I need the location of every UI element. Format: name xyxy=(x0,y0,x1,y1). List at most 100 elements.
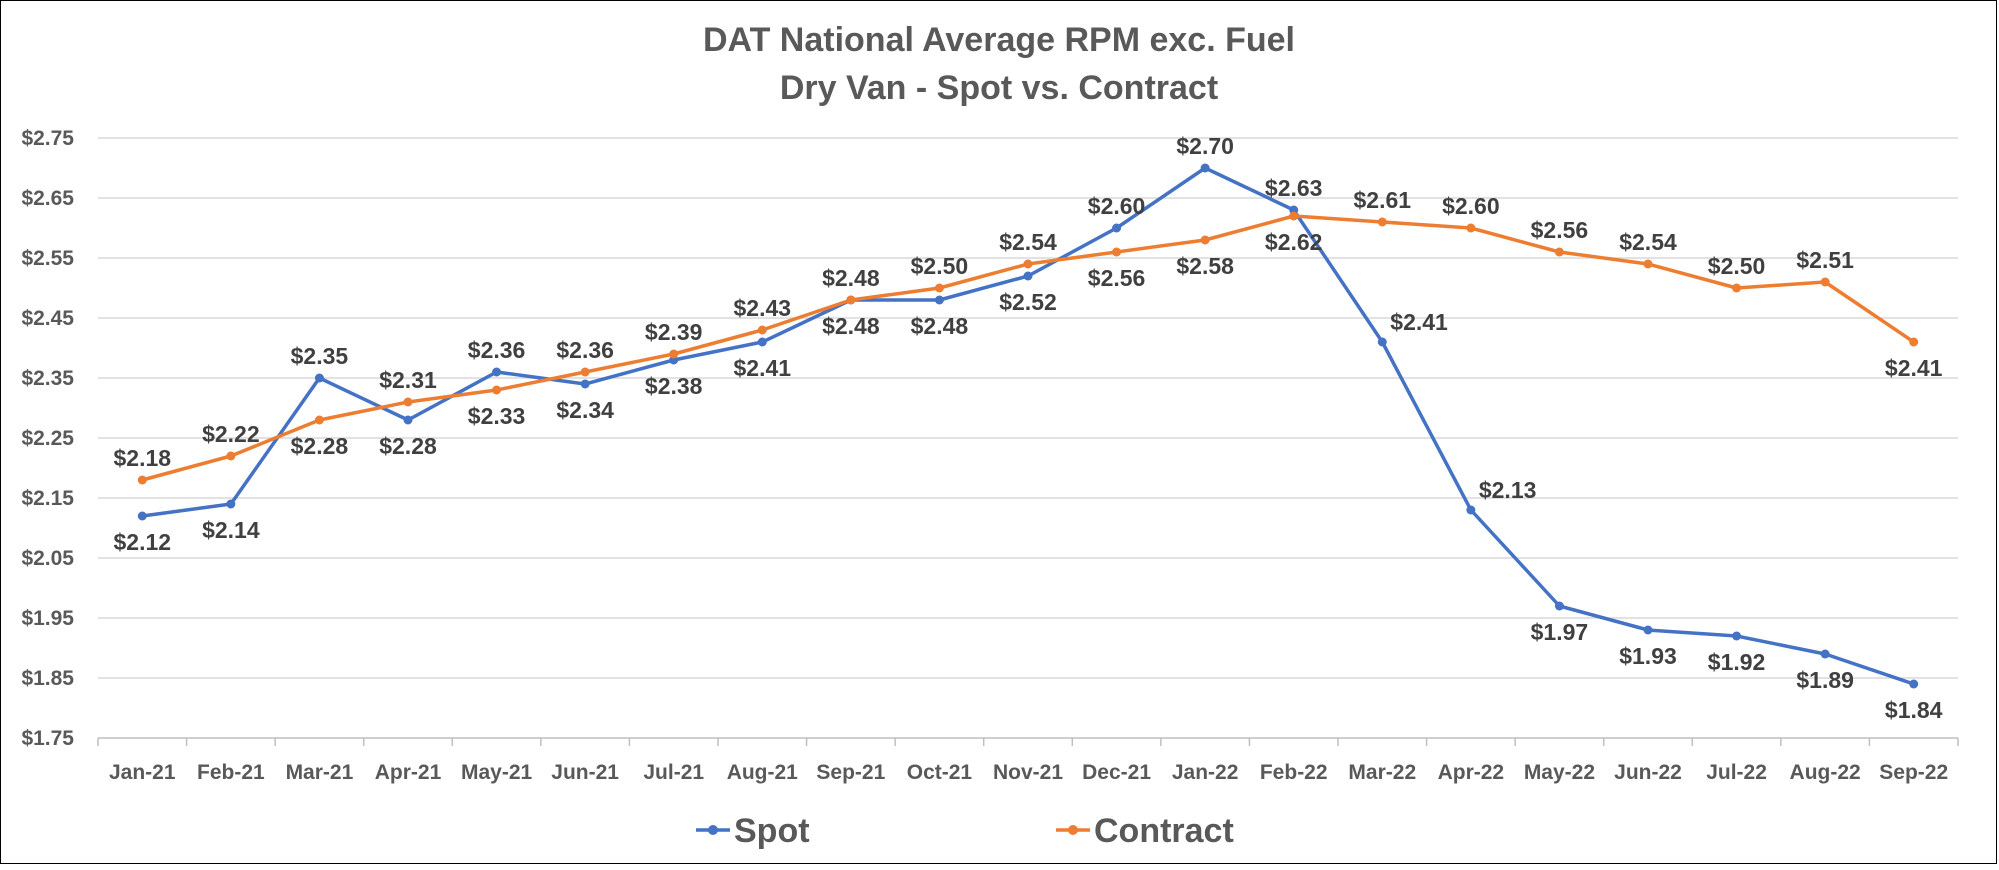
y-tick-label: $2.05 xyxy=(21,547,74,570)
data-point-spot xyxy=(1377,337,1387,347)
data-point-spot xyxy=(1023,271,1033,281)
x-tick-label: Jan-22 xyxy=(1172,761,1239,784)
data-label-contract: $2.48 xyxy=(822,265,880,291)
x-tick-label: May-21 xyxy=(461,761,533,784)
x-tick-label: May-22 xyxy=(1524,761,1595,784)
data-point-contract xyxy=(1289,211,1299,221)
x-tick-label: Jul-22 xyxy=(1706,761,1767,784)
data-point-spot xyxy=(1820,649,1830,659)
data-point-spot xyxy=(757,337,767,347)
data-label-spot: $2.36 xyxy=(468,337,526,363)
data-point-contract xyxy=(1466,223,1476,233)
x-tick-label: Nov-21 xyxy=(993,761,1063,784)
x-tick-label: Apr-22 xyxy=(1438,761,1505,784)
data-label-spot: $2.70 xyxy=(1176,133,1234,159)
data-point-contract xyxy=(1554,247,1564,257)
y-tick-label: $1.75 xyxy=(21,727,74,750)
y-tick-label: $2.45 xyxy=(21,307,74,330)
chart-title: DAT National Average RPM exc. Fuel xyxy=(703,21,1295,59)
data-label-spot: $2.41 xyxy=(734,355,792,381)
data-point-spot xyxy=(403,415,413,425)
y-tick-label: $2.75 xyxy=(21,127,74,150)
y-tick-label: $2.65 xyxy=(21,187,74,210)
x-tick-label: Mar-21 xyxy=(286,761,354,784)
x-tick-label: Aug-21 xyxy=(727,761,798,784)
data-label-contract: $2.51 xyxy=(1796,247,1854,273)
legend: Spot Contract xyxy=(696,812,1234,850)
data-label-spot: $2.14 xyxy=(202,517,260,543)
data-label-spot: $1.93 xyxy=(1619,643,1677,669)
data-point-contract xyxy=(226,451,236,461)
data-label-contract: $2.60 xyxy=(1442,193,1500,219)
data-point-spot xyxy=(1643,625,1653,635)
data-point-contract xyxy=(580,367,590,377)
data-point-spot xyxy=(492,367,502,377)
data-point-contract xyxy=(1377,217,1387,227)
data-label-spot: $2.34 xyxy=(556,397,614,423)
data-point-spot xyxy=(1909,679,1919,689)
x-axis: Jan-21 Feb-21 Mar-21 Apr-21 May-21 Jun-21 Jul-… xyxy=(97,737,1959,784)
data-label-contract: $2.54 xyxy=(1619,229,1677,255)
data-label-spot: $2.52 xyxy=(999,289,1057,315)
data-label-contract: $2.33 xyxy=(468,403,526,429)
data-point-contract xyxy=(1909,337,1919,347)
data-labels: $2.12 $2.14 $2.35 $2.28 $2.36 $2.34 $2.38 $2.41… xyxy=(114,133,1943,723)
x-tick-label: Dec-21 xyxy=(1082,761,1151,784)
x-tick-label: Oct-21 xyxy=(907,761,973,784)
data-label-contract: $2.50 xyxy=(1708,253,1766,279)
data-point-spot xyxy=(1554,601,1564,611)
data-label-spot: $2.38 xyxy=(645,373,703,399)
data-point-contract xyxy=(492,385,502,395)
data-label-spot: $2.12 xyxy=(114,529,172,555)
data-label-contract: $2.58 xyxy=(1176,253,1234,279)
data-point-contract xyxy=(1112,247,1122,257)
data-point-contract xyxy=(1820,277,1830,287)
data-label-contract: $2.18 xyxy=(114,445,172,471)
x-tick-label: Sep-21 xyxy=(816,761,885,784)
y-tick-label: $1.85 xyxy=(21,667,74,690)
data-point-contract xyxy=(1200,235,1210,245)
data-point-spot xyxy=(1200,163,1210,173)
data-point-contract xyxy=(934,283,944,293)
data-label-contract: $2.56 xyxy=(1531,217,1589,243)
data-point-spot xyxy=(137,511,147,521)
data-label-spot: $2.41 xyxy=(1390,309,1448,335)
data-label-spot: $1.92 xyxy=(1708,649,1766,675)
data-point-contract xyxy=(1023,259,1033,269)
data-label-contract: $2.39 xyxy=(645,319,703,345)
data-label-spot: $2.13 xyxy=(1479,477,1537,503)
data-label-spot: $1.97 xyxy=(1531,619,1589,645)
data-point-spot xyxy=(226,499,236,509)
x-tick-label: Mar-22 xyxy=(1348,761,1416,784)
gridlines xyxy=(98,137,1958,679)
x-tick-label: Sep-22 xyxy=(1879,761,1948,784)
y-tick-label: $2.35 xyxy=(21,367,74,390)
legend-marker-contract xyxy=(1068,825,1078,835)
data-point-spot xyxy=(934,295,944,305)
x-tick-label: Jun-22 xyxy=(1614,761,1682,784)
legend-label-contract: Contract xyxy=(1094,812,1234,850)
data-label-contract: $2.54 xyxy=(999,229,1057,255)
data-point-contract xyxy=(757,325,767,335)
data-point-spot xyxy=(580,379,590,389)
legend-marker-spot xyxy=(708,825,718,835)
y-tick-label: $2.15 xyxy=(21,487,74,510)
data-label-spot: $1.89 xyxy=(1796,667,1854,693)
data-point-contract xyxy=(314,415,324,425)
y-tick-label: $2.25 xyxy=(21,427,74,450)
series-group xyxy=(137,163,1919,689)
data-label-contract: $2.62 xyxy=(1265,229,1323,255)
x-tick-label: Jan-21 xyxy=(109,761,176,784)
data-label-spot: $2.35 xyxy=(291,343,349,369)
data-point-spot xyxy=(314,373,324,383)
data-label-contract: $2.36 xyxy=(556,337,614,363)
data-point-spot xyxy=(1112,223,1122,233)
data-point-contract xyxy=(137,475,147,485)
data-label-contract: $2.31 xyxy=(379,367,437,393)
data-label-spot: $2.60 xyxy=(1088,193,1146,219)
data-label-contract: $2.50 xyxy=(911,253,969,279)
x-tick-label: Aug-22 xyxy=(1790,761,1861,784)
data-label-spot: $2.63 xyxy=(1265,175,1323,201)
